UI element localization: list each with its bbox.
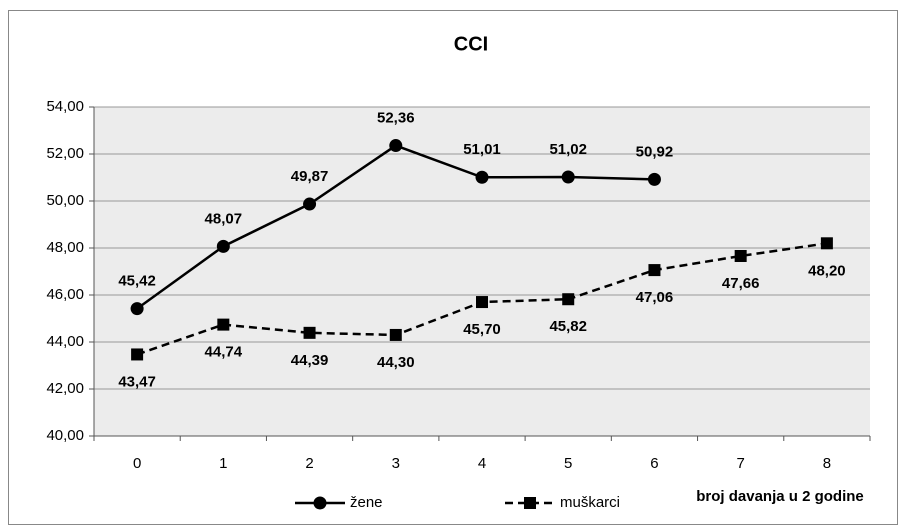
x-tick-label: 5 [564, 455, 572, 472]
y-tick-label: 46,00 [46, 286, 84, 303]
x-tick-label: 1 [219, 455, 227, 472]
point [131, 348, 144, 361]
point [561, 170, 575, 184]
data-label: 44,39 [291, 352, 329, 369]
point [647, 172, 661, 186]
legend-label: muškarci [560, 494, 620, 511]
chart-title: CCI [454, 33, 488, 55]
point [734, 249, 747, 262]
point [648, 264, 661, 277]
legend-marker [313, 496, 327, 510]
y-tick-label: 42,00 [46, 380, 84, 397]
y-tick-label: 52,00 [46, 145, 84, 162]
data-label: 43,47 [118, 373, 156, 390]
point [303, 197, 317, 211]
x-tick-label: 0 [133, 455, 141, 472]
point [562, 293, 575, 306]
data-label: 44,74 [205, 344, 243, 361]
point [475, 170, 489, 184]
x-tick-label: 3 [392, 455, 400, 472]
point [820, 237, 833, 250]
x-tick-label: 6 [650, 455, 658, 472]
x-tick-label: 7 [736, 455, 744, 472]
point [217, 318, 230, 331]
point [476, 296, 488, 309]
data-label: 50,92 [636, 143, 674, 160]
point [389, 328, 402, 341]
data-label: 51,01 [463, 141, 501, 158]
point [216, 239, 230, 253]
x-tick-label: 2 [305, 455, 313, 472]
point [303, 326, 316, 339]
y-tick-label: 48,00 [46, 239, 84, 256]
data-label: 51,02 [549, 141, 587, 158]
data-label: 48,20 [808, 262, 846, 279]
y-tick-label: 54,00 [46, 98, 84, 115]
plot-area [94, 107, 870, 436]
data-label: 47,06 [636, 289, 674, 306]
data-label: 44,30 [377, 354, 415, 371]
point [389, 139, 403, 153]
x-tick-label: 4 [478, 455, 486, 472]
point [130, 302, 144, 316]
data-label: 48,07 [205, 210, 243, 227]
legend-label: žene [350, 494, 383, 511]
x-tick-label: 8 [823, 455, 831, 472]
data-label: 45,70 [463, 321, 501, 338]
y-tick-label: 50,00 [46, 192, 84, 209]
data-label: 45,42 [118, 273, 156, 290]
data-label: 49,87 [291, 168, 329, 185]
y-tick-label: 44,00 [46, 333, 84, 350]
data-label: 47,66 [722, 275, 760, 292]
legend-marker [524, 497, 536, 509]
data-label: 52,36 [377, 110, 415, 127]
x-axis-label: broj davanja u 2 godine [696, 488, 864, 505]
data-label: 45,82 [549, 318, 587, 335]
y-tick-label: 40,00 [46, 427, 84, 444]
